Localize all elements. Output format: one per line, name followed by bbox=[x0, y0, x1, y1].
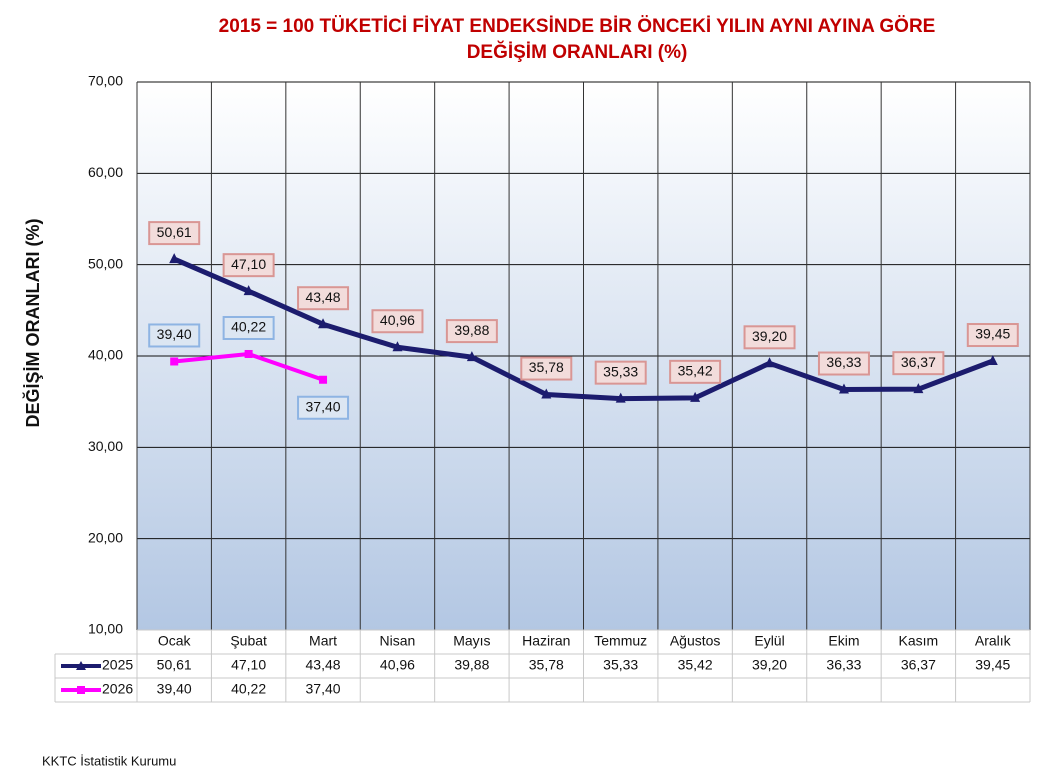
data-label-box bbox=[594, 360, 647, 385]
marker bbox=[466, 351, 477, 362]
marker bbox=[690, 391, 701, 402]
marker bbox=[170, 357, 179, 366]
y-tick-label: 60,00 bbox=[88, 164, 123, 180]
data-label-box bbox=[297, 395, 350, 420]
data-label: 37,40 bbox=[306, 398, 341, 414]
data-label-box bbox=[371, 309, 424, 334]
y-tick-label: 10,00 bbox=[88, 621, 123, 637]
marker bbox=[541, 388, 552, 399]
x-tick-label: Eylül bbox=[754, 633, 784, 649]
marker bbox=[987, 355, 998, 366]
data-label-box bbox=[669, 359, 722, 384]
data-label-box bbox=[520, 356, 573, 381]
table-cell: 36,37 bbox=[901, 657, 936, 673]
data-label: 39,40 bbox=[157, 326, 192, 342]
x-tick-label: Mart bbox=[309, 633, 337, 649]
chart-title: 2015 = 100 TÜKETİCİ FİYAT ENDEKSİNDE BİR… bbox=[219, 16, 936, 37]
legend-marker bbox=[77, 686, 85, 694]
table-cell: 40,22 bbox=[231, 681, 266, 697]
data-label: 39,45 bbox=[975, 326, 1010, 342]
y-tick-label: 50,00 bbox=[88, 255, 123, 271]
table-cell: 39,88 bbox=[454, 657, 489, 673]
table-cell: 37,40 bbox=[306, 681, 341, 697]
marker bbox=[318, 318, 329, 329]
legend-label: 2026 bbox=[102, 681, 133, 697]
y-axis-label: DEĞİŞİM ORANLARI (%) bbox=[22, 218, 43, 427]
table-cell: 39,20 bbox=[752, 657, 787, 673]
x-tick-label: Temmuz bbox=[594, 633, 647, 649]
y-tick-label: 30,00 bbox=[88, 438, 123, 454]
table-cell: 50,61 bbox=[157, 657, 192, 673]
series-line bbox=[173, 256, 994, 402]
marker bbox=[764, 357, 775, 368]
data-label: 39,20 bbox=[752, 328, 787, 344]
x-tick-label: Ekim bbox=[828, 633, 859, 649]
data-label-box bbox=[743, 325, 796, 350]
marker bbox=[615, 392, 626, 403]
marker bbox=[244, 349, 253, 358]
y-tick-label: 40,00 bbox=[88, 347, 123, 363]
data-label: 35,42 bbox=[678, 363, 713, 379]
table-cell: 39,40 bbox=[157, 681, 192, 697]
x-tick-label: Nisan bbox=[380, 633, 416, 649]
x-tick-label: Haziran bbox=[522, 633, 570, 649]
y-tick-label: 20,00 bbox=[88, 529, 123, 545]
data-label: 35,78 bbox=[529, 359, 564, 375]
data-label-box bbox=[222, 315, 275, 340]
data-label: 36,33 bbox=[826, 354, 861, 370]
marker bbox=[243, 285, 254, 296]
marker bbox=[392, 341, 403, 352]
data-label-box bbox=[148, 221, 201, 246]
data-label-box bbox=[817, 351, 870, 376]
data-label: 39,88 bbox=[454, 322, 489, 338]
data-label: 50,61 bbox=[157, 224, 192, 240]
y-tick-label: 70,00 bbox=[88, 73, 123, 89]
chart-title: DEĞİŞİM ORANLARI (%) bbox=[467, 41, 688, 63]
data-label-box bbox=[445, 319, 498, 344]
x-tick-label: Kasım bbox=[899, 633, 939, 649]
marker bbox=[319, 375, 328, 384]
table-cell: 35,42 bbox=[678, 657, 713, 673]
x-tick-label: Ağustos bbox=[670, 633, 721, 649]
table-cell: 36,33 bbox=[826, 657, 861, 673]
source: KKTC İstatistik Kurumu bbox=[42, 753, 176, 768]
table-cell: 35,33 bbox=[603, 657, 638, 673]
legend-label: 2025 bbox=[102, 657, 133, 673]
data-label: 40,96 bbox=[380, 312, 415, 328]
legend-marker bbox=[76, 661, 86, 670]
marker bbox=[169, 253, 180, 264]
marker bbox=[838, 383, 849, 394]
table-cell: 39,45 bbox=[975, 657, 1010, 673]
data-label-box bbox=[966, 323, 1019, 348]
data-label: 36,37 bbox=[901, 354, 936, 370]
x-tick-label: Şubat bbox=[230, 633, 267, 649]
data-label: 43,48 bbox=[306, 289, 341, 305]
marker bbox=[913, 383, 924, 394]
data-label: 35,33 bbox=[603, 363, 638, 379]
data-label-box bbox=[222, 253, 275, 278]
table-cell: 43,48 bbox=[306, 657, 341, 673]
data-label-box bbox=[297, 286, 350, 311]
x-tick-label: Aralık bbox=[975, 633, 1012, 649]
x-tick-label: Mayıs bbox=[453, 633, 490, 649]
x-tick-label: Ocak bbox=[158, 633, 192, 649]
data-label: 40,22 bbox=[231, 319, 266, 335]
data-label-box bbox=[892, 351, 945, 376]
table-cell: 40,96 bbox=[380, 657, 415, 673]
data-label-box bbox=[148, 323, 201, 348]
table-cell: 35,78 bbox=[529, 657, 564, 673]
table-cell: 47,10 bbox=[231, 657, 266, 673]
data-label: 47,10 bbox=[231, 256, 266, 272]
